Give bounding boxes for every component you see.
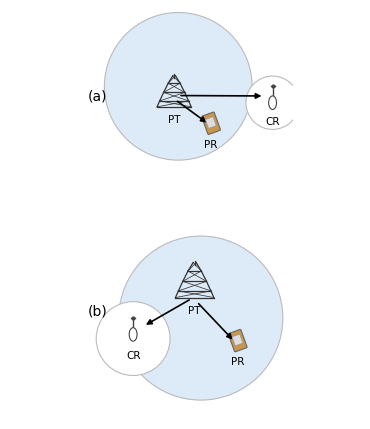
- FancyBboxPatch shape: [232, 334, 243, 346]
- Circle shape: [246, 76, 299, 130]
- Circle shape: [119, 236, 283, 400]
- Circle shape: [104, 12, 252, 160]
- FancyBboxPatch shape: [202, 112, 221, 134]
- FancyBboxPatch shape: [205, 117, 216, 128]
- Text: (b): (b): [88, 305, 108, 319]
- Text: PR: PR: [204, 140, 218, 150]
- Ellipse shape: [269, 96, 276, 109]
- Text: PR: PR: [231, 357, 245, 367]
- Text: PT: PT: [168, 115, 181, 125]
- Ellipse shape: [129, 328, 137, 341]
- Text: CR: CR: [126, 351, 140, 361]
- FancyBboxPatch shape: [228, 329, 247, 352]
- Text: PT: PT: [188, 306, 201, 316]
- Text: CR: CR: [265, 117, 280, 127]
- Circle shape: [96, 302, 170, 375]
- Text: (a): (a): [88, 90, 108, 103]
